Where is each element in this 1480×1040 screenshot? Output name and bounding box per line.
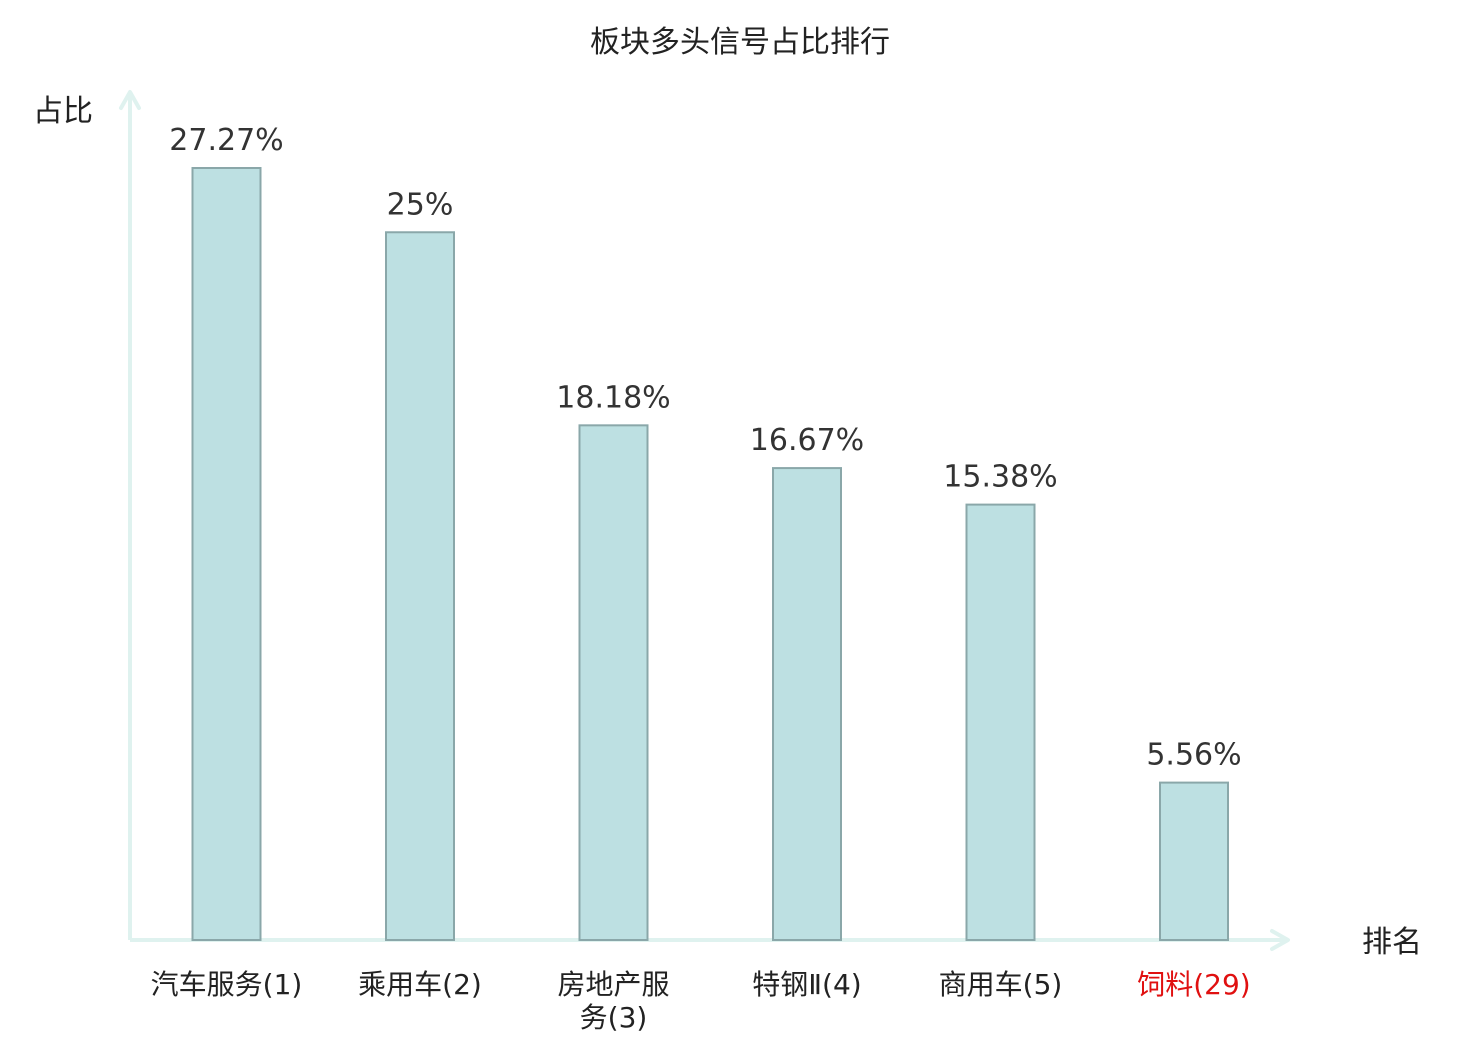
x-axis-arrow (1270, 929, 1290, 951)
x-tick-label: 特钢Ⅱ(4) (752, 968, 861, 1001)
bar-value-label: 25% (387, 187, 454, 222)
bar-value-label: 16.67% (750, 423, 864, 458)
chart-title: 板块多头信号占比排行 (590, 25, 890, 60)
bars (191, 167, 1229, 942)
x-axis-title: 排名 (1362, 925, 1422, 960)
value-labels: 27.27% 25% 18.18% 16.67% 15.38% 5.56% (169, 123, 1241, 773)
bar-value-label: 27.27% (169, 123, 283, 158)
bar (191, 167, 262, 941)
bar-value-label: 15.38% (943, 460, 1057, 495)
y-axis-arrow (119, 90, 141, 110)
bar (772, 467, 842, 941)
bar (578, 424, 649, 942)
bar (1159, 781, 1229, 941)
bar-value-label: 5.56% (1146, 738, 1241, 773)
x-tick-label: 饲料(29) (1137, 968, 1250, 1001)
x-tick-label: 乘用车(2) (358, 968, 482, 1001)
x-tick-label: 房地产服务(3) (557, 968, 669, 1034)
x-tick-labels: 汽车服务(1) 乘用车(2) 房地产服务(3) 特钢Ⅱ(4) 商用车(5) 饲料(29) (151, 968, 1251, 1034)
bar-value-label: 18.18% (556, 380, 670, 415)
x-tick-label: 汽车服务(1) (151, 968, 303, 1001)
bar (965, 503, 1036, 941)
bar (385, 231, 455, 941)
x-tick-label: 商用车(5) (939, 968, 1063, 1001)
y-axis-title: 占比 (33, 94, 93, 129)
axes (119, 90, 1290, 951)
